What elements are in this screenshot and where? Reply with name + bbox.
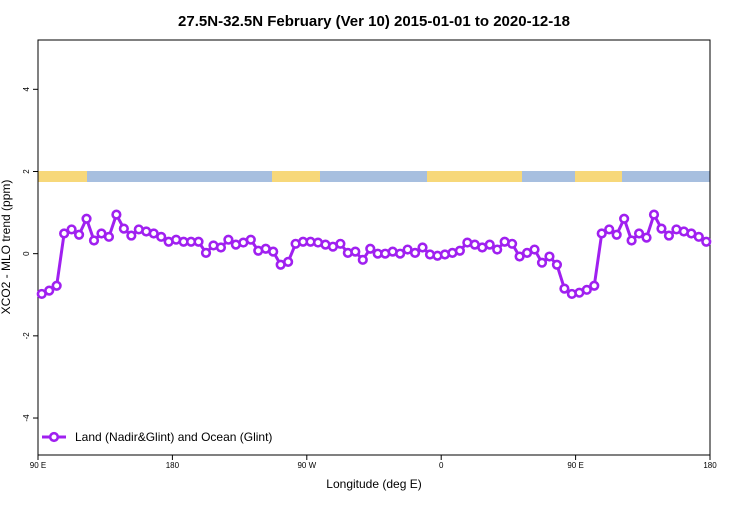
point [581,284,592,295]
point [701,236,712,247]
legend-marker [48,431,60,443]
y-tick-label: 0 [22,251,31,256]
point [73,229,85,240]
land-band [38,171,87,182]
y-tick-label: 4 [22,87,31,92]
point [663,230,675,241]
point [604,224,615,235]
point [111,209,122,220]
point [529,244,540,255]
point [357,254,368,265]
point [200,247,212,258]
chart-title: 27.5N-32.5N February (Ver 10) 2015-01-01… [178,13,570,30]
land-band [575,171,622,182]
point [223,234,234,245]
point [103,231,115,242]
point [88,235,100,246]
point [641,232,652,243]
point [59,228,70,239]
point [245,234,256,245]
point [559,283,570,294]
plot-frame [37,39,711,456]
point [492,244,503,255]
point [335,238,346,249]
surface-strip [38,171,710,182]
point [350,246,361,257]
x-tick-label: 90 E [567,461,583,470]
land-band [272,171,320,182]
point [395,248,406,259]
point [417,242,428,253]
point [156,231,167,242]
point [648,209,660,220]
point [365,243,376,254]
point [283,256,294,267]
land-band [427,171,522,182]
point [215,242,227,253]
point [44,285,55,296]
point [589,280,600,291]
point [596,228,607,239]
point [507,238,518,249]
x-tick-label: 180 [166,461,180,470]
point [514,251,525,262]
point [611,229,622,240]
point [126,230,137,241]
point [544,251,555,262]
x-axis-label: Longitude (deg E) [326,477,421,491]
point [454,245,465,256]
point [484,239,495,250]
x-tick-label: 90 E [30,461,46,470]
point [633,228,645,239]
point [626,235,637,246]
point [268,246,279,257]
y-axis-label: XCO2 - MLO trend (ppm) [0,180,13,315]
point [81,213,92,224]
point [619,213,630,224]
x-tick-label: 180 [703,461,717,470]
point [118,223,129,234]
x-tick-label: 90 W [297,461,316,470]
y-tick-label: -4 [22,414,31,422]
point [193,236,204,247]
ocean-band [38,171,710,182]
y-tick-label: 2 [22,169,31,174]
point [66,224,77,235]
point [536,257,548,268]
point [409,247,421,258]
point [693,231,704,242]
y-tick-label: -2 [22,332,31,340]
x-tick-label: 0 [439,461,444,470]
point [51,280,62,291]
legend-label: Land (Nadir&Glint) and Ocean (Glint) [75,430,272,444]
point [656,223,667,234]
point [551,259,563,270]
